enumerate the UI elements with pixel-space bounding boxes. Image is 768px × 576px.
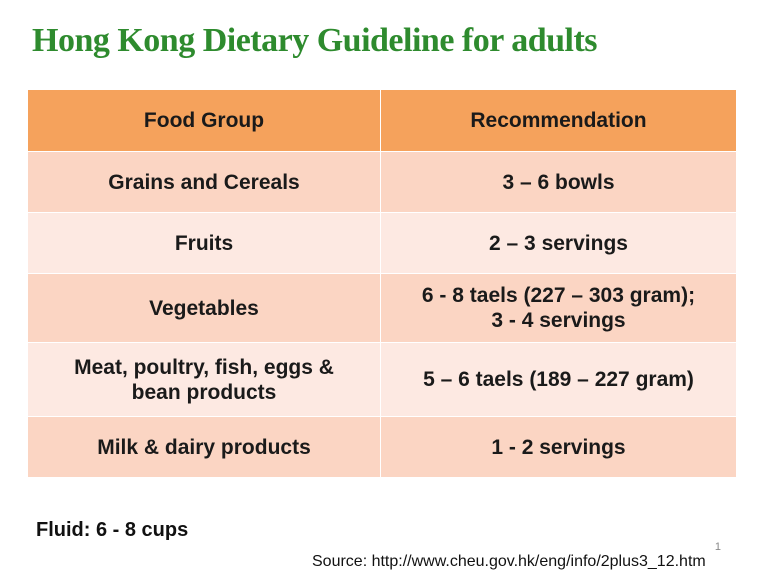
food-group-cell: Meat, poultry, fish, eggs & bean product… — [27, 342, 381, 417]
food-group-cell: Milk & dairy products — [27, 416, 381, 478]
cell-line: Vegetables — [149, 296, 259, 320]
recommendation-cell: 3 – 6 bowls — [380, 151, 737, 213]
table-row: Grains and Cereals 3 – 6 bowls — [27, 151, 737, 213]
fluid-recommendation: Fluid: 6 - 8 cups — [36, 519, 189, 541]
recommendation-cell: 5 – 6 taels (189 – 227 gram) — [380, 342, 737, 417]
cell-line: 3 - 4 servings — [491, 309, 626, 332]
food-group-cell: Fruits — [27, 212, 381, 274]
cell-line: Meat, poultry, fish, eggs & — [74, 355, 334, 379]
cell-line: Fruits — [174, 231, 234, 255]
cell-line: 1 - 2 servings — [491, 435, 626, 459]
table-header-row: Food Group Recommendation — [27, 89, 737, 152]
cell-line: 6 - 8 taels (227 – 303 gram); — [421, 284, 696, 307]
recommendation-cell: 6 - 8 taels (227 – 303 gram); 3 - 4 serv… — [380, 273, 737, 343]
header-food-group: Food Group — [27, 89, 381, 152]
cell-line: 5 – 6 taels (189 – 227 gram) — [423, 368, 694, 391]
table-row: Milk & dairy products 1 - 2 servings — [27, 416, 737, 478]
cell-line: Grains and Cereals — [108, 170, 300, 194]
food-group-cell: Vegetables — [27, 273, 381, 343]
table-row: Meat, poultry, fish, eggs & bean product… — [27, 342, 737, 417]
cell-line: bean products — [131, 380, 277, 404]
source-citation: Source: http://www.cheu.gov.hk/eng/info/… — [312, 553, 706, 570]
slide-title: Hong Kong Dietary Guideline for adults — [32, 22, 598, 59]
header-recommendation: Recommendation — [380, 89, 737, 152]
recommendation-cell: 1 - 2 servings — [380, 416, 737, 478]
dietary-guideline-table: Food Group Recommendation Grains and Cer… — [27, 89, 737, 478]
page-number: 1 — [714, 541, 721, 553]
cell-line: 3 – 6 bowls — [502, 170, 615, 194]
cell-line: 2 – 3 servings — [489, 231, 628, 255]
recommendation-cell: 2 – 3 servings — [380, 212, 737, 274]
table-row: Vegetables 6 - 8 taels (227 – 303 gram);… — [27, 273, 737, 343]
table-row: Fruits 2 – 3 servings — [27, 212, 737, 274]
cell-line: Milk & dairy products — [97, 435, 311, 459]
food-group-cell: Grains and Cereals — [27, 151, 381, 213]
